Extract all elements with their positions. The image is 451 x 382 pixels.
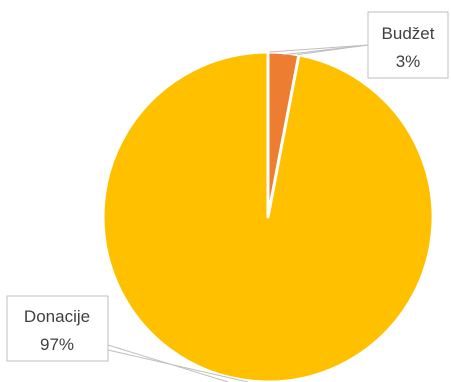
slice-label-budzet: Budžet <box>382 24 435 43</box>
pie-slice-donacije <box>101 50 435 382</box>
slice-value-donacije: 97% <box>40 335 74 354</box>
callout-budzet: Budžet 3% <box>367 11 449 79</box>
callout-box-budzet <box>367 11 449 79</box>
callout-donacije: Donacije 97% <box>6 295 109 362</box>
slice-label-donacije: Donacije <box>24 307 90 326</box>
slice-value-budzet: 3% <box>396 52 421 71</box>
callout-box-donacije <box>6 295 109 362</box>
leader-line-donacije-b <box>107 349 249 382</box>
pie-slices <box>101 50 435 382</box>
